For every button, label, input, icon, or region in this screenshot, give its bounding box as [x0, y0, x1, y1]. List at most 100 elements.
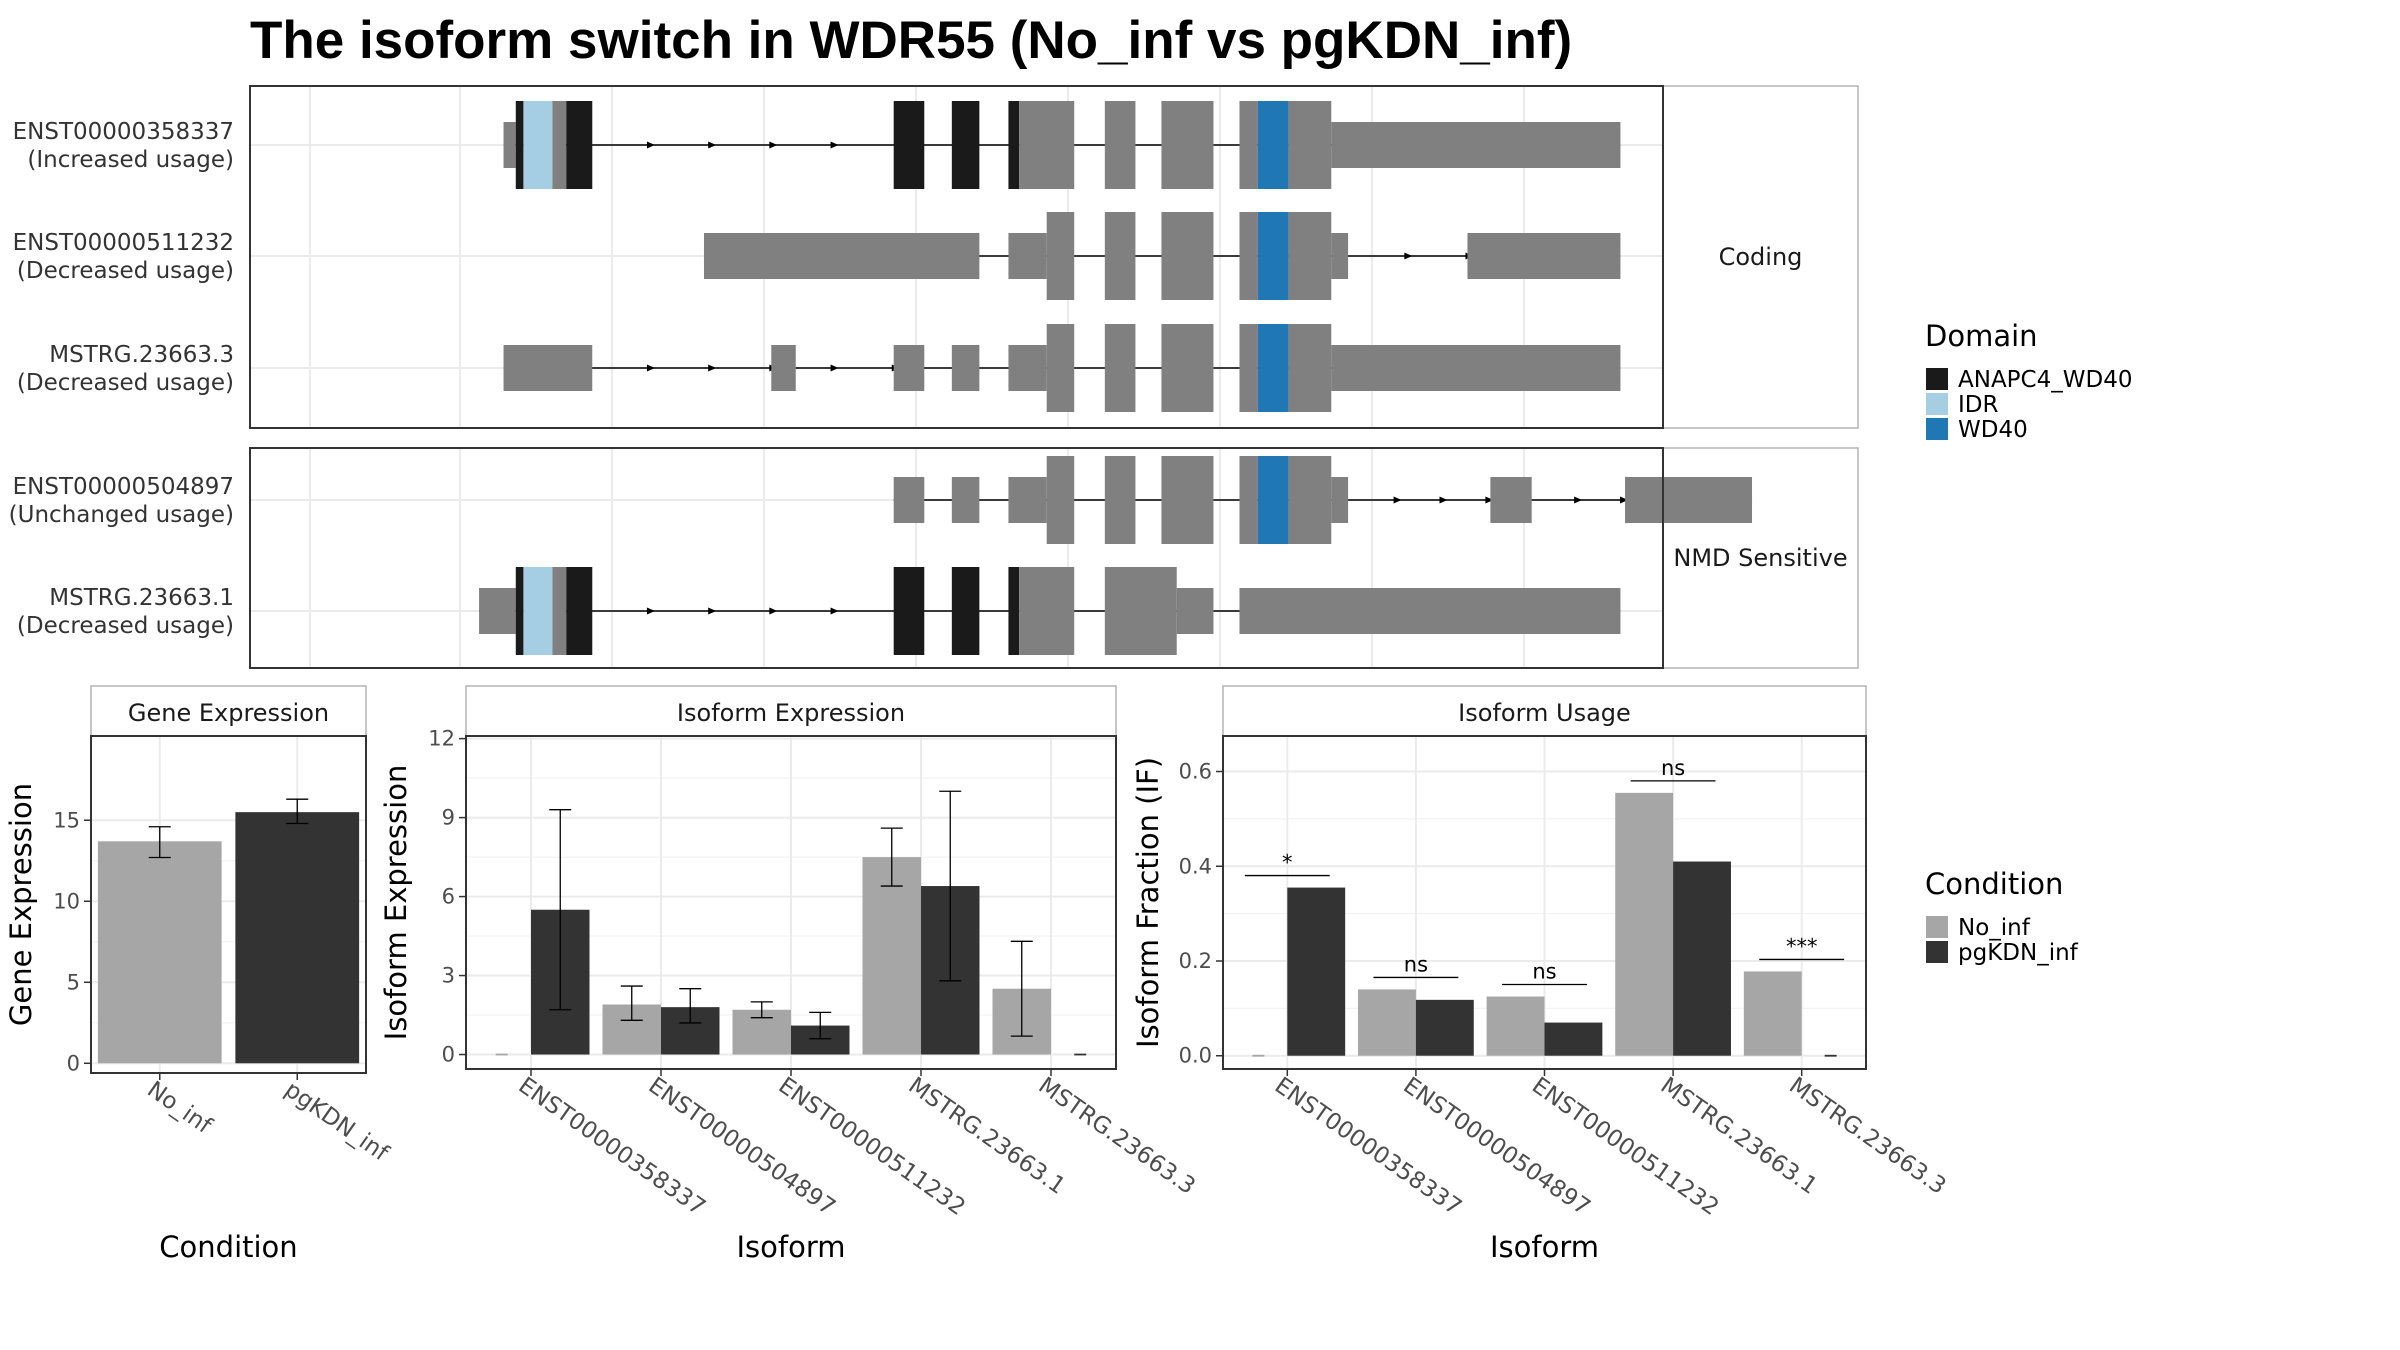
intron-arrow — [646, 607, 655, 615]
chart-panel-title: Isoform Expression — [677, 699, 905, 727]
legend-swatch-No_inf — [1926, 916, 1948, 938]
bar-No_inf-ENST00000504897 — [1358, 989, 1416, 1056]
utr-exon-block — [1331, 345, 1621, 391]
transcript-usage-label: (Decreased usage) — [17, 258, 234, 284]
coding-exon-block — [1019, 101, 1075, 189]
coding-exon-block — [1019, 567, 1075, 655]
legend-swatch-pgKDN_inf — [1926, 941, 1948, 963]
intron-arrow — [646, 364, 655, 372]
condition-legend-title: Condition — [1925, 867, 2063, 901]
chart-panel-title: Isoform Usage — [1458, 699, 1631, 727]
coding-exon-block — [1161, 324, 1214, 412]
transcript-id-label: MSTRG.23663.1 — [49, 585, 234, 611]
transcript-ENST00000504897: ENST00000504897(Unchanged usage) — [9, 456, 1753, 544]
y-axis-title: Isoform Expression — [379, 765, 413, 1041]
legend-label-IDR: IDR — [1958, 392, 1998, 418]
transcript-id-label: MSTRG.23663.3 — [49, 342, 234, 368]
coding-exon-block — [552, 567, 567, 655]
panel-strip-label: NMD Sensitive — [1673, 544, 1847, 572]
intron-arrow — [1439, 496, 1448, 504]
bar-No_inf-MSTRG.23663.1 — [862, 857, 921, 1055]
structure-panel-border — [249, 447, 1664, 669]
y-tick-label: 0.2 — [1179, 949, 1212, 973]
legend-label-ANAPC4_WD40: ANAPC4_WD40 — [1958, 367, 2132, 393]
coding-exon-block — [552, 101, 567, 189]
utr-exon-block — [1176, 588, 1214, 634]
utr-exon-block — [1239, 588, 1621, 634]
coding-exon-block — [1104, 456, 1136, 544]
utr-exon-block — [479, 588, 516, 634]
legend-swatch-ANAPC4_WD40 — [1926, 368, 1948, 390]
utr-exon-block — [503, 122, 516, 168]
utr-exon-block — [1008, 233, 1047, 279]
coding-exon-block — [1239, 324, 1258, 412]
transcript-usage-label: (Increased usage) — [27, 147, 234, 173]
utr-exon-block — [893, 345, 925, 391]
coding-exon-block — [1104, 101, 1136, 189]
y-axis-title: Isoform Fraction (IF) — [1131, 757, 1165, 1048]
x-axis-title: Isoform — [736, 1230, 845, 1264]
y-tick-label: 6 — [442, 885, 455, 909]
bar-No_inf-MSTRG.23663.1 — [1615, 792, 1674, 1056]
y-tick-label: 0.6 — [1179, 760, 1212, 784]
coding-exon-block — [1288, 456, 1332, 544]
intron-arrow — [1485, 496, 1494, 504]
utr-exon-block — [703, 233, 980, 279]
transcript-ENST00000358337: ENST00000358337(Increased usage) — [13, 101, 1621, 189]
x-tick-label: pgKDN_inf — [280, 1077, 394, 1168]
transcript-id-label: ENST00000504897 — [13, 474, 234, 500]
coding-exon-block — [1239, 212, 1258, 300]
coding-exon-block — [1257, 324, 1289, 412]
utr-exon-block — [1331, 233, 1349, 279]
coding-exon-block — [1104, 324, 1136, 412]
coding-exon-block — [1046, 456, 1075, 544]
legend-label-WD40: WD40 — [1958, 417, 2028, 443]
coding-exon-block — [1046, 212, 1075, 300]
coding-exon-block — [1008, 567, 1020, 655]
utr-exon-block — [1625, 477, 1753, 523]
coding-exon-block — [566, 101, 593, 189]
bar-No_inf-No_inf — [97, 841, 222, 1064]
y-tick-label: 0 — [67, 1051, 80, 1075]
intron-arrow — [708, 141, 717, 149]
y-axis-title: Gene Expression — [4, 783, 38, 1026]
utr-exon-block — [771, 345, 796, 391]
chart-panel-title: Gene Expression — [128, 699, 329, 727]
transcript-usage-label: (Decreased usage) — [17, 370, 234, 396]
significance-label: ns — [1532, 960, 1556, 984]
transcript-MSTRG.23663.1: MSTRG.23663.1(Decreased usage) — [17, 567, 1621, 655]
intron-arrow — [830, 364, 839, 372]
utr-exon-block — [1331, 477, 1349, 523]
intron-arrow — [708, 607, 717, 615]
panel-strip-label: Coding — [1719, 243, 1803, 271]
x-tick-label: No_inf — [142, 1077, 217, 1140]
domain-legend-title: Domain — [1925, 319, 2038, 353]
x-axis-title: Isoform — [1490, 1230, 1599, 1264]
coding-exon-block — [1288, 324, 1332, 412]
coding-exon-block — [893, 101, 925, 189]
coding-exon-block — [1104, 567, 1177, 655]
y-tick-label: 0.0 — [1179, 1044, 1212, 1068]
bar-pgKDN_inf-pgKDN_inf — [235, 812, 360, 1064]
chart-strip — [1222, 685, 1867, 737]
coding-exon-block — [1008, 101, 1020, 189]
x-axis-title: Condition — [159, 1230, 297, 1264]
coding-exon-block — [1161, 101, 1214, 189]
bar-pgKDN_inf-ENST00000358337 — [1287, 887, 1346, 1056]
coding-exon-block — [1161, 212, 1214, 300]
utr-exon-block — [893, 477, 925, 523]
chart-strip — [465, 685, 1117, 737]
coding-exon-block — [515, 567, 524, 655]
bar-No_inf-MSTRG.23663.3 — [1743, 971, 1802, 1056]
utr-exon-block — [1467, 233, 1621, 279]
utr-exon-block — [951, 477, 980, 523]
coding-exon-block — [515, 101, 524, 189]
transcript-MSTRG.23663.3: MSTRG.23663.3(Decreased usage) — [17, 324, 1621, 412]
utr-exon-block — [1008, 477, 1047, 523]
chart-panel-border — [90, 735, 367, 1074]
significance-label: ns — [1404, 952, 1428, 976]
utr-exon-block — [503, 345, 593, 391]
